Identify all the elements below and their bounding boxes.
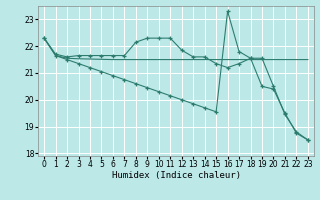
X-axis label: Humidex (Indice chaleur): Humidex (Indice chaleur) [111, 171, 241, 180]
